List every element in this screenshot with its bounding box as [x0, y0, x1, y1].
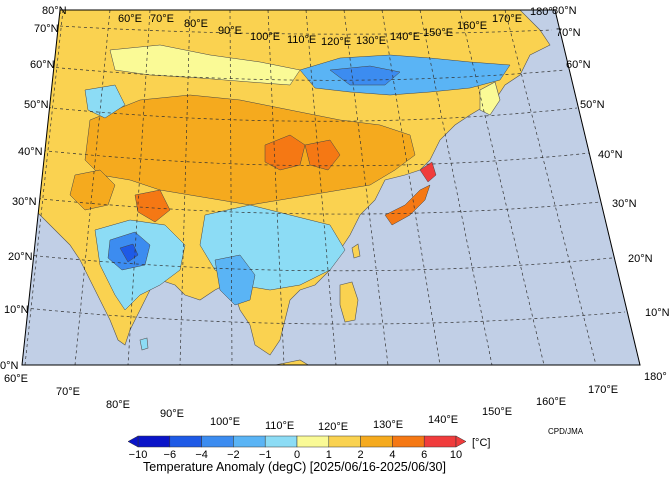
svg-text:20°N: 20°N	[8, 251, 33, 263]
anomaly-colder-india	[119, 243, 139, 263]
island-philippines	[339, 281, 359, 323]
anomaly-mild-siberia	[109, 44, 301, 86]
colorbar-arrow-high	[455, 435, 467, 448]
svg-text:90°E: 90°E	[160, 408, 184, 420]
colorbar-tick-label: −4	[195, 449, 208, 461]
colorbar-tick-label: 2	[358, 449, 364, 461]
anomaly-hot-japan	[419, 161, 437, 183]
anomaly-hot-northchina	[304, 139, 341, 171]
svg-text:100°E: 100°E	[210, 416, 240, 428]
island-taiwan	[351, 243, 361, 259]
svg-text:40°N: 40°N	[18, 146, 43, 158]
svg-text:120°E: 120°E	[318, 421, 348, 433]
colorbar-tick-label: 1	[326, 449, 332, 461]
colorbar-segment	[137, 435, 171, 448]
svg-text:140°E: 140°E	[428, 414, 458, 426]
anomaly-cool-indochina	[214, 254, 256, 306]
svg-text:50°N: 50°N	[580, 99, 605, 111]
svg-text:130°E: 130°E	[356, 35, 386, 47]
svg-text:80°E: 80°E	[184, 18, 208, 30]
island-sulawesi	[345, 368, 362, 395]
map-title: Temperature Anomaly (degC) [2025/06/16-2…	[143, 460, 446, 474]
svg-text:160°E: 160°E	[457, 20, 487, 32]
svg-text:80°N: 80°N	[42, 5, 67, 17]
island-borneo	[274, 359, 321, 365]
svg-text:90°E: 90°E	[218, 25, 242, 37]
svg-text:0°N: 0°N	[0, 360, 19, 372]
svg-text:70°E: 70°E	[150, 13, 174, 25]
colorbar-tick-label: 10	[450, 449, 462, 461]
svg-text:180°: 180°	[644, 371, 667, 383]
colorbar-segment	[423, 435, 457, 448]
svg-text:180°: 180°	[530, 6, 553, 18]
island-srilanka	[139, 337, 149, 351]
colorbar-tick-label: 6	[421, 449, 427, 461]
colorbar-segment	[169, 435, 202, 448]
colorbar-tick-label: −2	[227, 449, 240, 461]
svg-text:110°E: 110°E	[265, 420, 294, 432]
island-kamchatka	[479, 81, 501, 116]
svg-text:120°E: 120°E	[321, 36, 351, 48]
svg-text:80°N: 80°N	[552, 5, 577, 17]
anomaly-cold-siberia	[329, 65, 401, 86]
svg-text:10°N: 10°N	[4, 304, 29, 316]
colorbar-segment	[360, 435, 393, 448]
lat-labels-left: 0°N 10°N 20°N 30°N 40°N 50°N 60°N 70°N 8…	[0, 5, 67, 372]
anomaly-warm-central	[84, 94, 416, 206]
svg-text:60°E: 60°E	[4, 373, 28, 385]
svg-text:70°N: 70°N	[556, 27, 581, 39]
colorbar-segment	[392, 435, 425, 448]
colorbar-tick-label: 4	[389, 449, 395, 461]
svg-text:40°N: 40°N	[598, 149, 623, 161]
credit-label: CPD/JMA	[548, 427, 584, 436]
colorbar-segment	[296, 435, 330, 448]
colorbar-arrow-low	[127, 435, 139, 448]
svg-text:140°E: 140°E	[390, 31, 420, 43]
svg-text:100°E: 100°E	[250, 31, 280, 43]
colorbar-segment	[264, 435, 298, 448]
svg-text:20°N: 20°N	[628, 253, 653, 265]
svg-text:70°E: 70°E	[56, 386, 80, 398]
anomaly-cool-nw	[84, 84, 126, 119]
svg-text:80°E: 80°E	[106, 399, 130, 411]
colorbar-tick-label: −6	[164, 449, 177, 461]
svg-text:160°E: 160°E	[536, 396, 566, 408]
svg-text:150°E: 150°E	[482, 406, 512, 418]
map-content	[29, 10, 551, 420]
colorbar-legend: −10 −6 −4 −2 −1 0 1 2 4 6 10[°C]	[127, 435, 490, 461]
svg-text:150°E: 150°E	[423, 27, 453, 39]
island-sumatra	[205, 375, 260, 420]
anomaly-hot-japan-main	[384, 184, 431, 226]
svg-text:10°N: 10°N	[645, 307, 669, 319]
svg-text:130°E: 130°E	[373, 419, 403, 431]
lat-labels-right: 10°N 20°N 30°N 40°N 50°N 60°N 70°N 80°N	[552, 5, 669, 319]
colorbar-tick-label: 0	[294, 449, 300, 461]
island-newguinea	[375, 372, 440, 415]
colorbar-segment	[233, 435, 266, 448]
svg-text:50°N: 50°N	[24, 99, 49, 111]
svg-text:60°N: 60°N	[30, 59, 55, 71]
lon-labels-top: 60°E 70°E 80°E 90°E 100°E 110°E 120°E 13…	[118, 6, 553, 48]
colorbar-segment	[328, 435, 361, 448]
svg-text:110°E: 110°E	[287, 34, 316, 46]
colorbar-tick-label: −10	[129, 449, 148, 461]
svg-text:170°E: 170°E	[492, 13, 522, 25]
svg-text:60°N: 60°N	[566, 59, 591, 71]
svg-text:30°N: 30°N	[612, 198, 637, 210]
graticule	[22, 10, 640, 365]
map-border	[21, 9, 641, 366]
svg-text:170°E: 170°E	[588, 384, 618, 396]
colorbar-tick-label: −1	[259, 449, 272, 461]
lon-labels-bottom: 60°E 70°E 80°E 90°E 100°E 110°E 120°E 13…	[4, 371, 667, 433]
svg-text:60°E: 60°E	[118, 13, 142, 25]
svg-text:70°N: 70°N	[34, 23, 59, 35]
colorbar-unit: [°C]	[472, 437, 490, 449]
colorbar-segment	[201, 435, 234, 448]
svg-text:30°N: 30°N	[12, 196, 37, 208]
